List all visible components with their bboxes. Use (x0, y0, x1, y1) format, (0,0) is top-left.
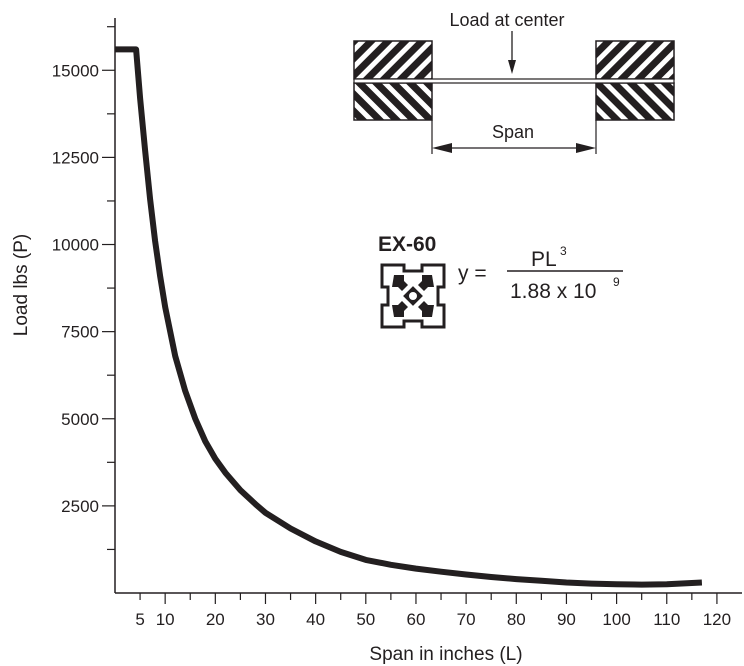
right-support-bottom (595, 82, 675, 121)
beam (353, 78, 675, 84)
y-ticks: 2500 5000 7500 10000 12500 15000 (52, 26, 115, 551)
x-ticks: 5 10 20 30 40 50 60 70 80 90 100 110 120 (135, 593, 731, 629)
y-tick-label: 7500 (61, 323, 99, 342)
profile-formula: EX-60 y = PL 3 1.88 x 10 9 (378, 233, 623, 329)
x-tick-label: 60 (406, 610, 425, 629)
beam-diagram: Load at center Span (353, 10, 675, 154)
x-tick-label: 80 (507, 610, 526, 629)
y-axis-title: Load lbs (P) (11, 234, 32, 336)
left-support-top (353, 40, 433, 80)
left-support-bottom (353, 82, 433, 121)
load-arrow-head (508, 60, 516, 74)
load-label: Load at center (449, 10, 564, 30)
formula-numerator: PL (531, 248, 557, 271)
y-tick-label: 15000 (52, 61, 99, 80)
formula-numerator-exponent: 3 (560, 244, 567, 258)
x-tick-label: 70 (457, 610, 476, 629)
span-arrow-left (432, 143, 452, 153)
y-tick-label: 12500 (52, 148, 99, 167)
y-tick-label: 2500 (61, 497, 99, 516)
x-tick-label: 110 (653, 610, 680, 629)
series-layer (115, 46, 703, 588)
span-label: Span (492, 122, 534, 142)
x-tick-label: 120 (703, 610, 731, 629)
x-axis-title: Span in inches (L) (369, 644, 522, 665)
y-tick-label: 5000 (61, 410, 99, 429)
formula-y: y = (458, 262, 487, 285)
span-arrow-right (576, 143, 596, 153)
x-tick-label: 10 (156, 610, 175, 629)
x-tick-label: 5 (135, 610, 144, 629)
profile-name: EX-60 (378, 233, 436, 256)
x-tick-label: 30 (256, 610, 275, 629)
x-tick-label: 100 (602, 610, 630, 629)
x-tick-label: 20 (206, 610, 225, 629)
y-tick-label: 10000 (52, 236, 99, 255)
x-tick-label: 90 (557, 610, 576, 629)
x-tick-label: 40 (306, 610, 325, 629)
formula-denominator: 1.88 x 10 (510, 280, 596, 303)
formula-denominator-exponent: 9 (613, 275, 620, 289)
extrusion-profile-icon (380, 263, 446, 329)
x-tick-label: 50 (356, 610, 375, 629)
right-support-top (595, 40, 675, 80)
series-line (115, 46, 703, 588)
